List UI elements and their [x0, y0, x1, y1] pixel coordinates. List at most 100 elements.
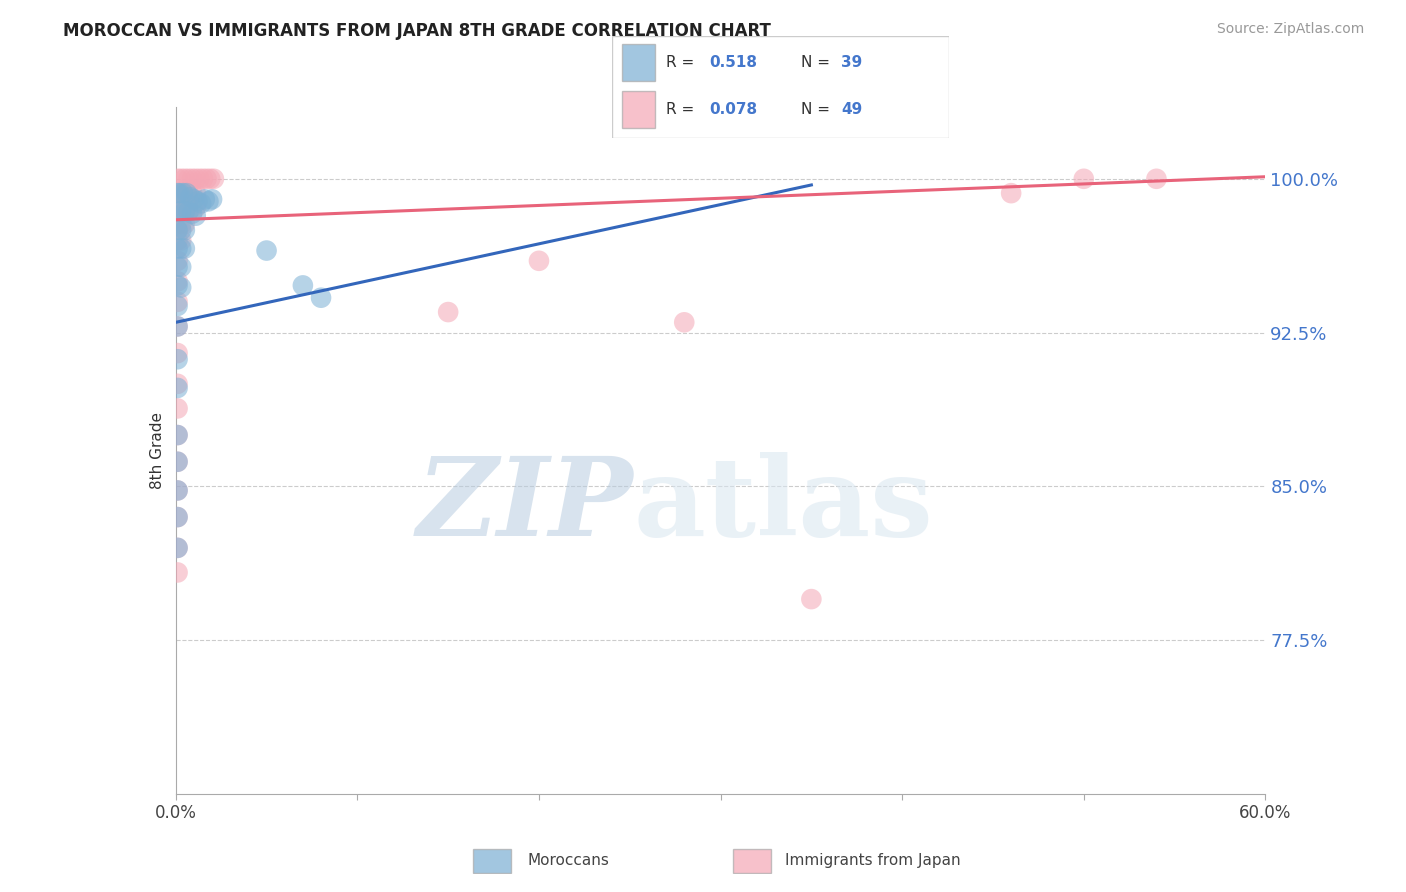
- Point: [173, 204, 195, 219]
- Point: [166, 223, 188, 237]
- Point: [201, 192, 224, 206]
- Point: [166, 260, 188, 274]
- Point: [197, 194, 219, 209]
- FancyBboxPatch shape: [612, 36, 949, 138]
- Point: [176, 186, 198, 201]
- Point: [173, 223, 195, 237]
- Point: [195, 171, 218, 186]
- Text: Moroccans: Moroccans: [527, 854, 609, 868]
- Text: R =: R =: [665, 102, 699, 117]
- Point: [181, 171, 204, 186]
- Point: [186, 194, 209, 209]
- Text: atlas: atlas: [633, 452, 934, 559]
- Point: [166, 566, 188, 580]
- Point: [166, 455, 188, 469]
- Point: [170, 201, 193, 215]
- Point: [177, 186, 200, 201]
- Point: [184, 171, 207, 186]
- Text: Source: ZipAtlas.com: Source: ZipAtlas.com: [1216, 22, 1364, 37]
- Text: ZIP: ZIP: [416, 451, 633, 559]
- Point: [527, 253, 550, 268]
- Point: [166, 186, 188, 201]
- Point: [170, 280, 193, 294]
- Text: R =: R =: [665, 54, 699, 70]
- Point: [173, 242, 195, 256]
- FancyBboxPatch shape: [621, 91, 655, 128]
- Point: [173, 217, 195, 231]
- Point: [673, 315, 696, 329]
- Point: [173, 171, 195, 186]
- Point: [173, 201, 195, 215]
- Point: [184, 186, 207, 201]
- Point: [166, 217, 188, 231]
- Point: [183, 192, 205, 206]
- Point: [166, 352, 188, 367]
- Point: [202, 171, 225, 186]
- Point: [177, 171, 200, 186]
- Point: [166, 253, 188, 268]
- Point: [170, 186, 193, 201]
- Point: [181, 186, 204, 201]
- Point: [166, 319, 188, 334]
- Point: [166, 242, 188, 256]
- Point: [184, 209, 207, 223]
- Point: [166, 346, 188, 360]
- Text: Immigrants from Japan: Immigrants from Japan: [785, 854, 960, 868]
- Point: [800, 592, 823, 607]
- Text: N =: N =: [800, 102, 834, 117]
- Point: [166, 510, 188, 524]
- Point: [166, 274, 188, 288]
- Point: [166, 428, 188, 442]
- Point: [166, 171, 188, 186]
- Text: 0.518: 0.518: [710, 54, 758, 70]
- FancyBboxPatch shape: [734, 849, 772, 872]
- Point: [437, 305, 460, 319]
- Point: [190, 196, 212, 211]
- Point: [170, 223, 193, 237]
- Point: [166, 299, 188, 313]
- Point: [170, 171, 193, 186]
- Text: 0.078: 0.078: [710, 102, 758, 117]
- Point: [177, 201, 200, 215]
- Point: [170, 204, 193, 219]
- Point: [170, 233, 193, 247]
- Point: [169, 186, 191, 201]
- Point: [166, 483, 188, 498]
- Point: [200, 171, 222, 186]
- Text: 49: 49: [841, 102, 862, 117]
- Point: [166, 186, 188, 201]
- Point: [170, 217, 193, 231]
- Point: [170, 260, 193, 274]
- Point: [191, 171, 214, 186]
- Point: [166, 319, 188, 334]
- Point: [188, 171, 211, 186]
- Point: [166, 376, 188, 391]
- Point: [184, 201, 207, 215]
- Point: [166, 401, 188, 416]
- FancyBboxPatch shape: [472, 849, 512, 872]
- Point: [179, 190, 201, 204]
- Point: [166, 201, 188, 215]
- Point: [166, 510, 188, 524]
- Point: [170, 242, 193, 256]
- Point: [166, 541, 188, 555]
- Point: [1146, 171, 1168, 186]
- Point: [166, 483, 188, 498]
- Y-axis label: 8th Grade: 8th Grade: [149, 412, 165, 489]
- FancyBboxPatch shape: [621, 44, 655, 81]
- Point: [166, 233, 188, 247]
- Point: [309, 291, 332, 305]
- Point: [181, 207, 204, 221]
- Point: [166, 204, 188, 219]
- Text: 39: 39: [841, 54, 862, 70]
- Point: [177, 204, 200, 219]
- Text: N =: N =: [800, 54, 834, 70]
- Point: [181, 201, 204, 215]
- Point: [172, 186, 194, 201]
- Point: [173, 186, 195, 201]
- Point: [166, 294, 188, 309]
- Point: [256, 244, 278, 258]
- Text: MOROCCAN VS IMMIGRANTS FROM JAPAN 8TH GRADE CORRELATION CHART: MOROCCAN VS IMMIGRANTS FROM JAPAN 8TH GR…: [63, 22, 770, 40]
- Point: [166, 381, 188, 395]
- Point: [166, 428, 188, 442]
